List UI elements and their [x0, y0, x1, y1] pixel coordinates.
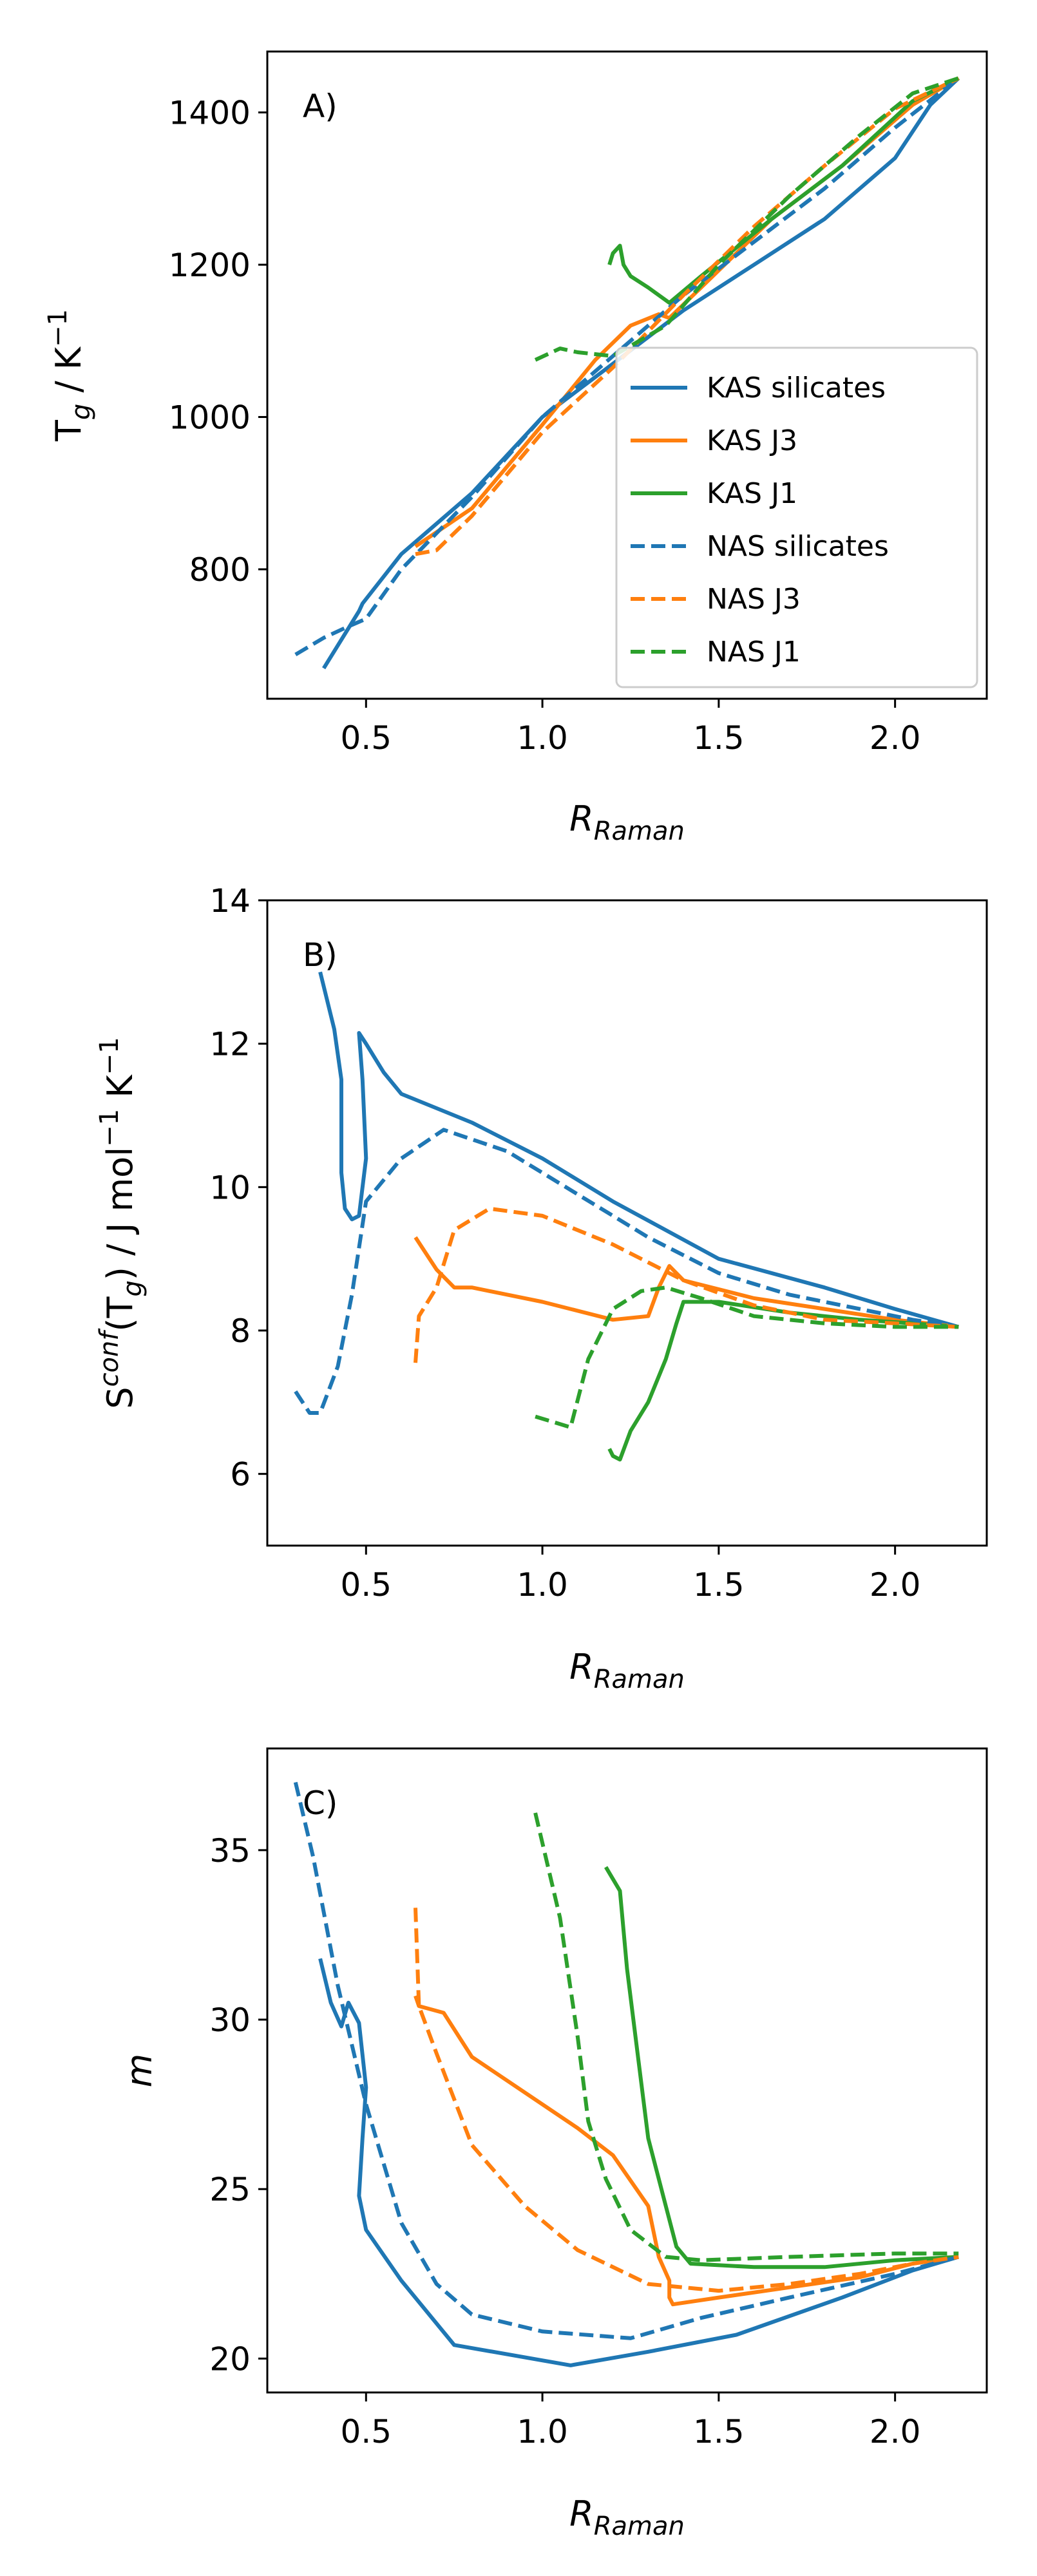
- series-line-nas-j3: [414, 1206, 959, 1363]
- series-line-nas-j1: [533, 1812, 959, 2262]
- series-line-kas-j3: [414, 1995, 959, 2307]
- legend-box: [615, 346, 978, 688]
- x-tick-label: 2.0: [870, 719, 921, 757]
- series-line-kas-j1: [607, 76, 960, 305]
- y-tick-label: 12: [209, 1026, 251, 1063]
- y-tick-label: 1200: [169, 247, 251, 284]
- x-tick-label: 1.0: [517, 2413, 568, 2450]
- x-tick-label: 1.0: [517, 1566, 568, 1604]
- series-group: [294, 971, 960, 1462]
- legend-label: KAS silicates: [707, 372, 886, 404]
- x-tick-label: 1.0: [517, 719, 568, 757]
- series-line-kas-silicates: [318, 1958, 960, 2367]
- y-tick-label: 10: [209, 1169, 251, 1206]
- series-group: [294, 76, 960, 670]
- y-tick-label: 8: [230, 1312, 251, 1350]
- panel-label: C): [303, 1785, 338, 1822]
- legend-label: KAS J3: [707, 424, 797, 457]
- legend-label: KAS J1: [707, 477, 797, 510]
- x-tick-label: 1.5: [693, 1566, 745, 1604]
- legend-label: NAS J3: [707, 583, 801, 616]
- legend-label: NAS J1: [707, 636, 801, 668]
- axes-frame: [266, 899, 988, 1547]
- x-tick-label: 1.5: [693, 2413, 745, 2450]
- series-line-kas-silicates: [318, 971, 960, 1329]
- y-tick-label: 1000: [169, 399, 251, 437]
- y-axis-label: Sconf(Tg) / J mol−1 K−1: [95, 1037, 147, 1408]
- series-line-nas-silicates: [294, 1128, 959, 1415]
- x-axis-label: RRaman: [569, 2494, 685, 2541]
- y-tick-label: 800: [189, 551, 251, 589]
- y-tick-label: 1400: [169, 95, 251, 132]
- series-line-kas-silicates: [322, 77, 960, 670]
- series-line-kas-j1: [607, 1300, 959, 1462]
- axes-frame: [266, 1747, 988, 2394]
- x-tick-label: 0.5: [341, 1566, 392, 1604]
- series-line-kas-j3: [414, 1236, 959, 1329]
- y-tick-label: 35: [209, 1832, 251, 1870]
- panel-a: 0.5 1.0 1.5 2.0 800 1000 1200 1400 RRaman Tg / K−…: [43, 50, 988, 846]
- panel-label: B): [303, 936, 338, 974]
- legend-label: NAS silicates: [707, 530, 889, 563]
- y-axis-label: Tg / K−1: [43, 309, 96, 442]
- y-tick-label: 25: [209, 2171, 251, 2208]
- x-tick-label: 2.0: [870, 2413, 921, 2450]
- x-axis-label: RRaman: [569, 799, 685, 846]
- x-tick-label: 2.0: [870, 1566, 921, 1604]
- series-line-nas-j1: [535, 1285, 959, 1430]
- series-line-nas-j3: [415, 76, 960, 556]
- x-tick-label: 1.5: [693, 719, 745, 757]
- x-axis-label: RRaman: [569, 1647, 685, 1694]
- y-tick-label: 14: [209, 882, 251, 920]
- x-tick-label: 0.5: [341, 719, 392, 757]
- panel-c: 0.5 1.0 1.5 2.0 20 25 30 35 RRaman m C): [119, 1747, 988, 2541]
- y-tick-label: 20: [209, 2340, 251, 2378]
- series-line-nas-silicates: [294, 77, 960, 656]
- series-line-kas-j1: [604, 1866, 959, 2269]
- y-axis-label: m: [119, 2054, 160, 2088]
- series-line-nas-silicates: [293, 1781, 959, 2340]
- y-tick-label: 30: [209, 2002, 251, 2039]
- series-group: [293, 1781, 960, 2367]
- series-line-nas-j3: [414, 1908, 959, 2293]
- legend: KAS silicates KAS J3 KAS J1 NAS silicates NA…: [615, 346, 978, 688]
- panel-b: 0.5 1.0 1.5 2.0 6 8 10 12 14 RRaman Sconf(Tg) / J …: [95, 882, 988, 1694]
- axes-frame: [266, 50, 988, 700]
- y-tick-label: 6: [230, 1456, 251, 1493]
- x-tick-label: 0.5: [341, 2413, 392, 2450]
- panel-label: A): [303, 88, 338, 125]
